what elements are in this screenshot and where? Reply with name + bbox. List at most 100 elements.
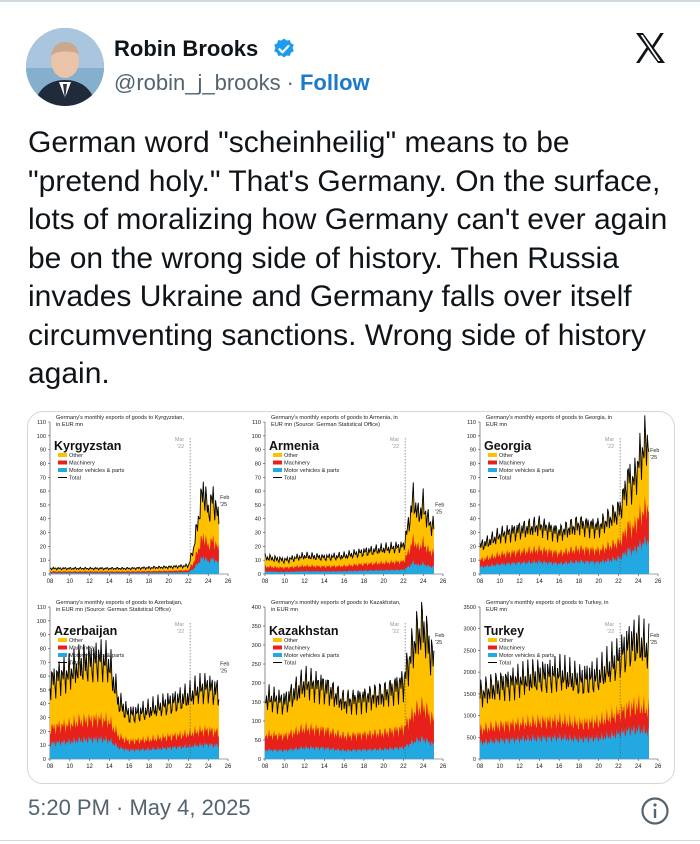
feb-25-label-year: '25 [435, 640, 442, 646]
x-tick-label: 16 [556, 764, 563, 770]
legend-other-label: Other [284, 453, 298, 459]
y-tick-label: 20 [470, 544, 476, 550]
y-tick-label: 0 [43, 757, 46, 763]
x-tick-label: 20 [165, 764, 172, 770]
tweet-media-image[interactable]: Germany's monthly exports of goods to Ky… [27, 411, 675, 784]
legend-motor-label: Motor vehicles & parts [284, 468, 340, 474]
legend-total-label: Total [499, 661, 511, 667]
y-tick-label: 0 [473, 757, 476, 763]
x-tick-label: 26 [225, 579, 232, 585]
mar-22-label: Mar [390, 437, 399, 443]
motor-vehicles-area [50, 735, 219, 759]
y-tick-label: 40 [40, 517, 46, 523]
x-tick-label: 10 [66, 579, 73, 585]
legend-other-label: Other [69, 638, 83, 644]
feb-25-label-year: '25 [220, 502, 227, 508]
legend-total-label: Total [284, 661, 296, 667]
y-tick-label: 30 [40, 531, 46, 537]
y-tick-label: 50 [255, 738, 261, 744]
x-tick-label: 26 [440, 764, 447, 770]
author-name[interactable]: Robin Brooks [114, 36, 259, 61]
chart-header-line-1: Germany's monthly exports of goods to Az… [56, 600, 183, 606]
chart-panel: Germany's monthly exports of goods to Ky… [28, 412, 243, 597]
y-tick-label: 0 [258, 757, 261, 763]
y-tick-label: 60 [470, 489, 476, 495]
legend-other-swatch [58, 638, 67, 642]
y-tick-label: 2000 [464, 670, 476, 676]
y-tick-label: 90 [40, 448, 46, 454]
legend-motor-swatch [488, 468, 497, 472]
y-tick-label: 70 [470, 475, 476, 481]
mar-22-label-year: '22 [392, 444, 399, 450]
x-tick-label: 14 [106, 579, 113, 585]
x-tick-label: 10 [281, 579, 288, 585]
motor-vehicles-area [480, 723, 649, 759]
total-line [49, 639, 220, 724]
other-area [265, 482, 434, 574]
x-tick-label: 12 [301, 579, 308, 585]
y-tick-label: 0 [43, 572, 46, 578]
motor-vehicles-area [265, 735, 434, 759]
x-logo-icon[interactable] [632, 30, 668, 66]
tweet-timestamp[interactable]: 5:20 PM · May 4, 2025 [28, 795, 251, 820]
y-tick-label: 1500 [464, 692, 476, 698]
y-tick-label: 40 [40, 702, 46, 708]
y-tick-label: 10 [40, 743, 46, 749]
x-tick-label: 24 [420, 764, 427, 770]
y-tick-label: 90 [470, 448, 476, 454]
total-line [264, 601, 435, 715]
x-tick-label: 14 [536, 764, 543, 770]
legend-motor-swatch [488, 653, 497, 657]
x-tick-label: 08 [477, 764, 484, 770]
x-tick-label: 22 [615, 764, 622, 770]
feb-25-label-year: '25 [650, 455, 657, 461]
x-tick-label: 24 [635, 764, 642, 770]
x-tick-label: 14 [321, 764, 328, 770]
x-tick-label: 18 [576, 579, 583, 585]
y-tick-label: 500 [467, 735, 476, 741]
legend-motor-label: Motor vehicles & parts [499, 653, 555, 659]
chart-header-line-2: EUR mn [486, 607, 507, 613]
info-icon[interactable] [640, 796, 670, 826]
chart-svg: Germany's monthly exports of goods to Ar… [252, 415, 447, 585]
y-tick-label: 110 [252, 420, 261, 426]
x-tick-label: 14 [321, 579, 328, 585]
y-tick-label: 20 [40, 544, 46, 550]
follow-button[interactable]: Follow [299, 70, 370, 95]
legend-total-label: Total [69, 661, 81, 667]
y-tick-label: 80 [40, 461, 46, 467]
y-tick-label: 110 [37, 420, 46, 426]
chart-svg: Germany's monthly exports of goods to Ka… [252, 600, 447, 770]
chart-header-line-1: Germany's monthly exports of goods to Ka… [271, 600, 401, 606]
x-tick-label: 16 [126, 579, 133, 585]
x-tick-label: 20 [165, 579, 172, 585]
author-handle-row: @robin_j_brooks · Follow [114, 70, 370, 96]
y-tick-label: 80 [40, 646, 46, 652]
motor-vehicles-area [50, 555, 219, 574]
y-tick-label: 3000 [464, 627, 476, 633]
avatar[interactable] [26, 28, 104, 106]
author-handle[interactable]: @robin_j_brooks [114, 70, 281, 95]
legend-other-swatch [273, 638, 282, 642]
x-tick-label: 12 [516, 764, 523, 770]
legend-other-swatch [488, 638, 497, 642]
legend-other-label: Other [69, 453, 83, 459]
chart-header-line-2: in EUR mn [271, 607, 298, 613]
x-tick-label: 10 [496, 764, 503, 770]
x-tick-label: 16 [341, 579, 348, 585]
legend-machinery-label: Machinery [499, 461, 525, 467]
chart-header-line-1: Germany's monthly exports of goods to Ky… [56, 415, 184, 421]
x-tick-label: 08 [262, 764, 269, 770]
x-tick-label: 16 [556, 579, 563, 585]
y-tick-label: 400 [252, 605, 261, 611]
x-tick-label: 14 [536, 579, 543, 585]
legend-other-swatch [488, 453, 497, 457]
x-tick-label: 24 [635, 579, 642, 585]
chart-panel: Germany's monthly exports of goods to Ge… [458, 412, 673, 597]
x-tick-label: 22 [400, 764, 407, 770]
chart-header-line-1: Germany's monthly exports of goods to Ge… [486, 415, 612, 421]
y-tick-label: 110 [467, 420, 476, 426]
chart-header-line-1: Germany's monthly exports of goods to Tu… [486, 600, 609, 606]
chart-header-line-2: in EUR mn (Source: German Statistical Of… [56, 607, 171, 613]
x-tick-label: 22 [615, 579, 622, 585]
